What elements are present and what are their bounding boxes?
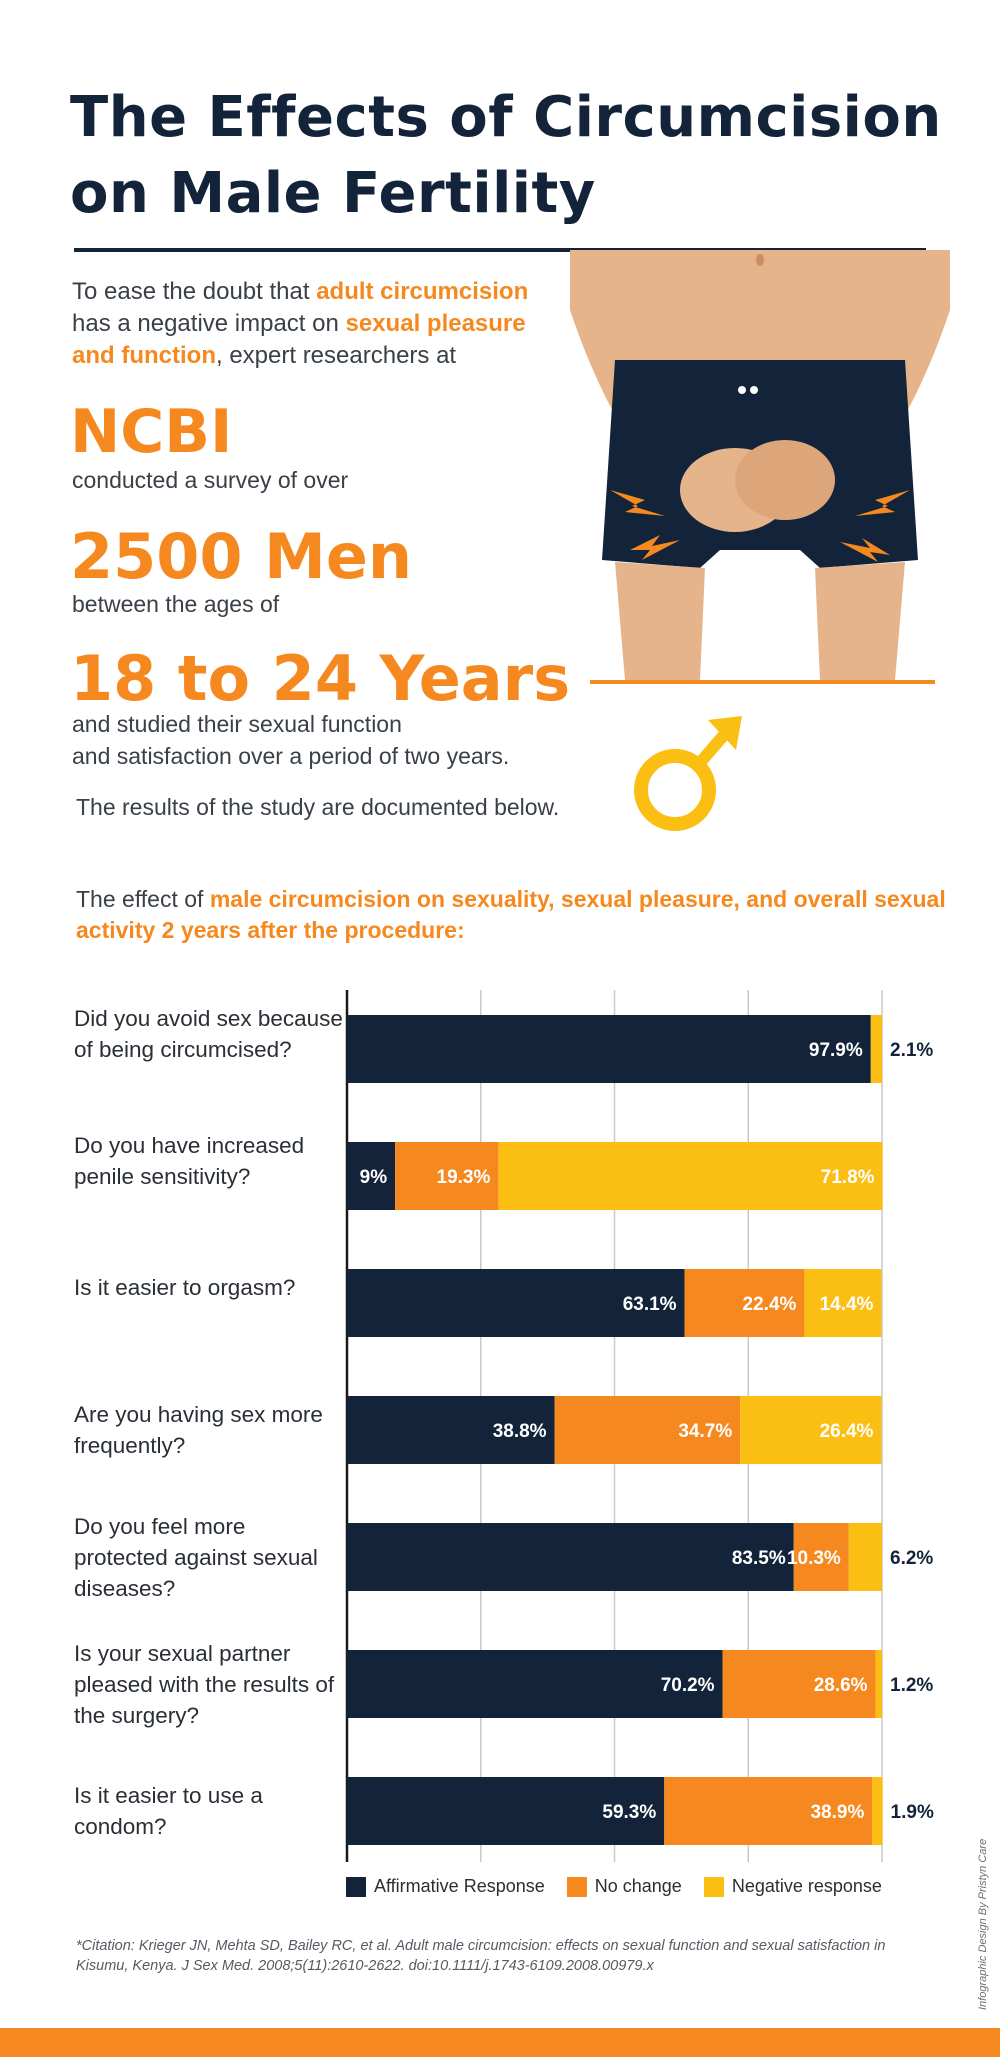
bar-segment — [498, 1142, 883, 1210]
bar-segment — [870, 1015, 882, 1083]
question-label: Do you have increased penile sensitivity… — [74, 1132, 305, 1189]
question-label: Is it easier to use a condom? — [74, 1783, 263, 1839]
bar-segment — [848, 1523, 882, 1591]
title-divider — [74, 248, 926, 252]
bar-segment — [740, 1396, 882, 1464]
data-label: 70.2% — [661, 1675, 715, 1696]
bar-segment — [872, 1777, 883, 1845]
button-left — [738, 386, 746, 394]
results-note: The results of the study are documented … — [76, 794, 560, 820]
legend-label-negative: Negative response — [731, 1876, 882, 1896]
design-credit: Infographic Design By Pristyn Care — [977, 1838, 989, 2010]
bar-segment — [395, 1142, 499, 1210]
intro-highlight-1: adult circumcision — [316, 278, 529, 305]
citation: *Citation: Krieger JN, Mehta SD, Bailey … — [76, 1938, 886, 1974]
bar-segment — [554, 1396, 741, 1464]
data-label: 28.6% — [814, 1675, 868, 1696]
bottom-accent-bar — [0, 2028, 1000, 2057]
intro-part-3: , expert researchers at — [215, 342, 457, 369]
ages-heading: 18 to 24 Years — [70, 642, 571, 715]
data-label: 1.2% — [890, 1675, 933, 1696]
question-label: Is your sexual partner pleased with the … — [74, 1640, 335, 1728]
button-right — [750, 386, 758, 394]
page-title: The Effects of Circumcision on Male Fert… — [70, 85, 942, 226]
effect-note-lead: The effect of — [76, 886, 210, 912]
right-hand — [735, 440, 835, 520]
intro-highlight-2: sexual pleasure and function — [72, 310, 526, 369]
data-label: 9% — [360, 1167, 388, 1188]
bar-segment — [875, 1650, 882, 1718]
man-illustration — [570, 250, 950, 831]
data-label: 19.3% — [437, 1167, 491, 1188]
intro-part-1: To ease the doubt that — [72, 278, 317, 305]
legend-swatch-negative — [703, 1876, 724, 1897]
data-label: 38.8% — [493, 1421, 547, 1442]
bar-segment — [347, 1015, 871, 1083]
data-label: 22.4% — [743, 1294, 797, 1315]
bar-segment — [347, 1269, 685, 1337]
effect-note-highlight: male circumcision on sexuality, sexual p… — [76, 886, 946, 943]
bar-segment — [664, 1777, 873, 1845]
torso-shape — [600, 250, 920, 385]
ground-line — [590, 680, 935, 684]
data-label: 59.3% — [602, 1802, 656, 1823]
legend-swatch-no-change — [566, 1876, 587, 1897]
org-subtext: conducted a survey of over — [72, 467, 349, 493]
bar-segment — [347, 1777, 665, 1845]
right-leg — [815, 562, 905, 680]
bar-segment — [347, 1523, 794, 1591]
left-leg — [615, 562, 705, 680]
bar-segment — [347, 1396, 555, 1464]
bar-segment — [793, 1523, 849, 1591]
legend-item-no-change: No change — [566, 1876, 682, 1897]
chart-legend: Affirmative Response No change Negative … — [346, 1876, 882, 1897]
legend-item-negative: Negative response — [703, 1876, 882, 1897]
intro-part-2: has a negative impact on — [72, 310, 346, 337]
bar-segment — [722, 1650, 876, 1718]
legend-label-affirmative: Affirmative Response — [374, 1876, 545, 1896]
data-label: 10.3% — [787, 1548, 841, 1569]
data-label: 97.9% — [809, 1040, 863, 1061]
male-symbol-icon — [634, 716, 742, 831]
data-label: 38.9% — [810, 1802, 864, 1823]
bar-segment — [347, 1142, 396, 1210]
count-subtext: between the ages of — [72, 591, 280, 617]
legend-label-no-change: No change — [594, 1876, 682, 1896]
bar-segment — [804, 1269, 882, 1337]
data-label: 1.9% — [891, 1802, 934, 1823]
lightning-icon — [855, 490, 910, 516]
data-label: 14.4% — [820, 1294, 874, 1315]
ages-subtext-2: and satisfaction over a period of two ye… — [72, 743, 510, 769]
data-label: 83.5% — [732, 1548, 786, 1569]
question-label: Do you feel more protected against sexua… — [74, 1513, 318, 1601]
question-label: Did you avoid sex because of being circu… — [74, 1005, 343, 1062]
ages-subtext-1: and studied their sexual function — [72, 711, 402, 737]
data-label: 2.1% — [890, 1040, 933, 1061]
count-heading: 2500 Men — [70, 520, 413, 593]
legend-item-affirmative: Affirmative Response — [346, 1876, 545, 1897]
lightning-icon — [840, 538, 890, 562]
intro-text: To ease the doubt that adult circumcisio… — [72, 276, 572, 372]
navel — [756, 254, 764, 266]
lightning-icon — [610, 490, 665, 516]
data-label: 6.2% — [890, 1548, 933, 1569]
org-heading: NCBI — [70, 397, 233, 467]
data-label: 34.7% — [678, 1421, 732, 1442]
data-label: 71.8% — [821, 1167, 875, 1188]
bar-segment — [684, 1269, 805, 1337]
effect-note: The effect of male circumcision on sexua… — [76, 884, 956, 946]
legend-swatch-affirmative — [346, 1876, 366, 1897]
question-label: Is it easier to orgasm? — [74, 1275, 296, 1300]
lightning-icon — [630, 535, 680, 560]
data-label: 26.4% — [820, 1421, 874, 1442]
question-label: Are you having sex more frequently? — [74, 1402, 323, 1458]
data-label: 63.1% — [623, 1294, 677, 1315]
bar-segment — [347, 1650, 723, 1718]
